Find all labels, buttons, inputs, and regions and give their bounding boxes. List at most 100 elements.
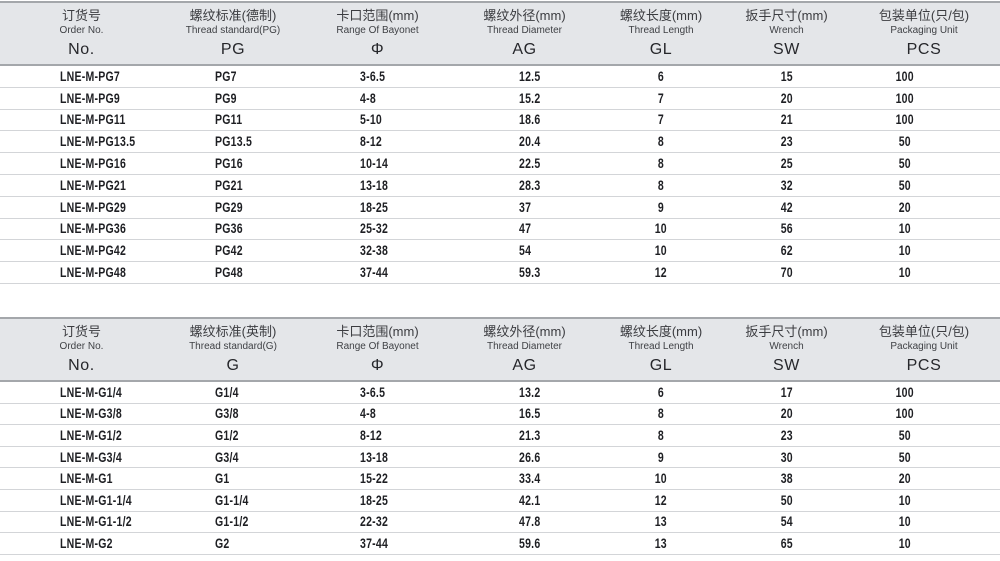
cell-value: 25 [780,156,793,172]
table-cell: 3-6.5 [303,380,452,404]
table-cell: 42.1 [452,489,597,512]
column-title-zh: 订货号 [61,8,101,23]
table-row: LNE-M-PG29 PG29 18-25 37 9 42 20 [0,196,1000,219]
cell-value: LNE-M-G1/2 [60,427,123,443]
table-cell: 100 [848,109,1000,132]
table-cell: 37 [452,196,597,219]
table-cell: PG21 [163,174,303,197]
column-code: Φ [370,41,385,58]
cell-value: 12 [654,265,668,281]
header-row: 订货号 Order No. No. 螺纹标准(英制) Thread standard(G… [0,316,1000,382]
table-cell: 50 [848,174,1000,197]
table-row: LNE-M-PG42 PG42 32-38 54 10 62 10 [0,239,1000,263]
cell-value: 13.2 [519,384,541,400]
table-cell: 8 [597,174,725,197]
cell-value: G1 [215,471,230,487]
table-cell: 7 [597,87,725,110]
column-title-zh: 订货号 [61,323,101,339]
column-code: PCS [906,41,942,58]
table-gap [0,284,1000,317]
table-cell: 18-25 [303,196,452,219]
table-cell: 8 [597,403,725,426]
table-cell: PG36 [163,218,303,241]
table-cell: 10 [848,218,1000,241]
cell-value: 47 [519,221,532,237]
table-cell: 22-32 [303,511,452,534]
table-cell: 3-6.5 [303,65,452,88]
column-title-en: Thread Length [628,340,694,352]
table-cell: 15 [725,65,848,88]
table-cell: 20.4 [452,130,597,154]
table-row: LNE-M-G3/8 G3/8 4-8 16.5 8 20 100 [0,403,1000,426]
table-cell: LNE-M-PG48 [0,261,163,284]
table-cell: LNE-M-PG9 [0,87,163,110]
column-title-zh: 卡口范围(mm) [336,8,419,23]
table-cell: 70 [725,261,848,284]
cell-value: PG29 [215,199,243,215]
table-cell: PG48 [163,261,303,284]
table-cell: LNE-M-PG21 [0,174,163,197]
cell-value: 13-18 [360,449,389,465]
table-cell: 30 [725,446,848,469]
cell-value: PG42 [215,243,243,259]
cell-value: 30 [780,449,793,465]
column-header: 螺纹标准(英制) Thread standard(G) G [163,316,303,382]
cell-value: 28.3 [519,177,541,193]
column-title-zh: 螺纹长度(mm) [619,8,703,23]
table-cell: 10 [848,532,1000,555]
table-cell: 12 [597,261,725,284]
table-cell: G1-1/2 [163,511,303,534]
cell-value: 54 [519,243,532,259]
cell-value: LNE-M-G3/8 [60,406,123,422]
table-cell: 7 [597,109,725,132]
column-title-en: Thread Diameter [486,25,563,36]
cell-value: LNE-M-PG16 [60,156,127,172]
cell-value: 70 [780,265,793,281]
cell-value: 65 [780,535,793,551]
table-cell: 23 [725,130,848,154]
column-title-en: Wrench [769,25,804,36]
table-cell: 33.4 [452,467,597,490]
table-cell: 50 [848,424,1000,447]
cell-value: 10 [898,492,912,508]
table-cell: G1/4 [163,380,303,404]
table-cell: 32 [725,174,848,197]
table-cell: 42 [725,196,848,219]
cell-value: LNE-M-G2 [60,535,113,551]
table-cell: 21 [725,109,848,132]
cell-value: 20.4 [519,134,541,150]
table-cell: 21.3 [452,424,597,447]
table-cell: 10 [597,239,725,263]
cell-value: G1-1/4 [215,492,249,508]
table-cell: 10 [848,489,1000,512]
cell-value: 22.5 [519,156,541,172]
cell-value: 56 [780,221,793,237]
cell-value: 7 [657,112,665,128]
table-cell: 50 [848,446,1000,469]
cell-value: 12.5 [519,68,541,84]
table-cell: G2 [163,532,303,555]
table-cell: 22.5 [452,152,597,175]
column-code: PG [220,41,246,58]
cell-value: 8 [657,406,665,422]
table-cell: 25-32 [303,218,452,241]
cell-value: 17 [780,384,793,400]
cell-value: 4-8 [360,90,376,106]
cell-value: 10 [654,243,668,259]
cell-value: 10 [898,535,912,551]
column-title-en: Thread standard(PG) [185,25,281,36]
cell-value: 18.6 [519,112,541,128]
table-cell: 50 [725,489,848,512]
cell-value: 100 [895,68,915,84]
column-header: 卡口范围(mm) Range Of Bayonet Φ [303,316,452,382]
table-cell: 6 [597,380,725,404]
cell-value: 10-14 [360,156,389,172]
column-code: SW [773,41,800,58]
cell-value: LNE-M-PG48 [60,265,127,281]
column-header: 包装单位(只/包) Packaging Unit PCS [848,1,1000,66]
table-cell: 38 [725,467,848,490]
cell-value: 22-32 [360,514,389,530]
table-cell: 23 [725,424,848,447]
table-cell: PG16 [163,152,303,175]
cell-value: LNE-M-PG11 [60,112,126,128]
